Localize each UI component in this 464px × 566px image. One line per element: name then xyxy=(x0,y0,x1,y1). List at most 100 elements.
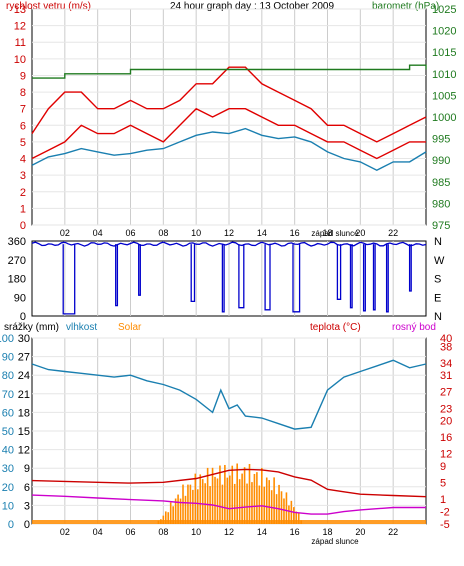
wind-tick-label: 1 xyxy=(20,203,26,215)
hour-tick-label: 02 xyxy=(60,228,70,238)
temperature-tick-label: 1 xyxy=(440,494,446,506)
graph-title: 24 hour graph day : 13 October 2009 xyxy=(170,1,334,12)
precip-tick-label: 30 xyxy=(18,333,30,345)
hour-tick-label: 18 xyxy=(322,527,332,537)
direction-compass-tick: N xyxy=(434,311,442,323)
humidity-tick-label: 50 xyxy=(2,426,14,438)
hour-tick-label: 20 xyxy=(355,527,365,537)
hour-tick-label: 20 xyxy=(355,228,365,238)
solar-bar xyxy=(221,484,224,524)
precip-tick-label: 12 xyxy=(18,445,30,457)
pressure-tick-label: 1015 xyxy=(432,47,456,59)
hour-tick-label: 08 xyxy=(158,527,168,537)
sunset-label: západ slunce xyxy=(311,229,359,238)
solar-bar xyxy=(285,492,288,524)
hour-tick-label: 04 xyxy=(93,228,103,238)
solar-bar xyxy=(288,505,290,524)
solar-bar xyxy=(265,477,268,524)
hour-tick-label: 02 xyxy=(60,527,70,537)
direction-degree-tick: 270 xyxy=(8,255,26,267)
temperature-tick-label: 27 xyxy=(440,387,452,399)
solar-bar xyxy=(182,484,184,524)
solar-label: Solar xyxy=(118,322,142,333)
solar-bar xyxy=(248,463,251,524)
precip-tick-label: 15 xyxy=(18,426,30,438)
solar-bar xyxy=(157,520,160,524)
temperature-tick-label: -5 xyxy=(440,519,450,531)
temperature-tick-label: 23 xyxy=(440,403,452,415)
humidity-label: vlhkost xyxy=(66,322,97,333)
precip-tick-label: 27 xyxy=(18,352,30,364)
humidity-tick-label: 20 xyxy=(2,482,14,494)
solar-bar xyxy=(160,519,162,524)
dew-point-label: rosný bod xyxy=(392,322,436,333)
solar-bar xyxy=(194,473,197,524)
humidity-tick-label: 40 xyxy=(2,445,14,457)
wind-tick-label: 5 xyxy=(20,137,26,149)
wind-tick-label: 3 xyxy=(20,170,26,182)
solar-bar xyxy=(238,479,241,524)
hour-tick-label: 16 xyxy=(290,228,300,238)
solar-bar xyxy=(273,477,275,524)
temperature-tick-label: 40 xyxy=(440,333,452,345)
hour-tick-label: 22 xyxy=(388,527,398,537)
wind-direction-line xyxy=(31,241,427,247)
solar-bar xyxy=(172,506,174,524)
humidity-tick-label: 90 xyxy=(2,352,14,364)
humidity-tick-label: 100 xyxy=(0,333,14,345)
wind-tick-label: 9 xyxy=(20,70,26,82)
temperature-tick-label: 20 xyxy=(440,416,452,428)
pressure-tick-label: 980 xyxy=(432,198,450,210)
solar-bar xyxy=(295,511,298,524)
series-line-2 xyxy=(31,494,426,515)
temperature-tick-label: 38 xyxy=(440,341,452,353)
precip-tick-label: 3 xyxy=(24,500,30,512)
solar-bar xyxy=(246,483,248,524)
direction-degree-tick: 360 xyxy=(8,236,26,248)
wind-direction-drop xyxy=(190,244,196,303)
humidity-tick-label: 70 xyxy=(2,389,14,401)
solar-bar xyxy=(199,474,202,524)
hour-tick-label: 12 xyxy=(224,527,234,537)
pressure-tick-label: 1005 xyxy=(432,90,456,102)
pressure-tick-label: 990 xyxy=(432,155,450,167)
temperature-tick-label: 5 xyxy=(440,478,446,490)
temperature-label: teplota (°C) xyxy=(310,322,361,333)
solar-bar xyxy=(179,498,182,524)
temperature-tick-label: 16 xyxy=(440,432,452,444)
solar-bar xyxy=(280,491,283,524)
hour-tick-label: 10 xyxy=(191,228,201,238)
humidity-temperature-panel: srážky (mm) vlhkost Solar teplota (°C) r… xyxy=(0,322,452,546)
hour-tick-label: 10 xyxy=(191,527,201,537)
wind-pressure-panel: rychlost vetru (m/s) 24 hour graph day :… xyxy=(6,1,456,238)
solar-bar xyxy=(268,480,270,524)
humidity-tick-label: 10 xyxy=(2,500,14,512)
solar-bar xyxy=(187,484,189,524)
pressure-tick-label: 1025 xyxy=(432,4,456,16)
solar-bar xyxy=(184,495,187,524)
wind-tick-label: 7 xyxy=(20,104,26,116)
series-line-1 xyxy=(31,468,427,498)
humidity-tick-label: 60 xyxy=(2,407,14,419)
hour-tick-label: 16 xyxy=(290,527,300,537)
solar-bar xyxy=(167,512,170,524)
pressure-tick-label: 1020 xyxy=(432,26,456,38)
direction-degree-tick: 0 xyxy=(20,311,26,323)
wind-tick-label: 13 xyxy=(14,4,26,16)
wind-direction-drop xyxy=(138,244,141,296)
temperature-tick-label: 9 xyxy=(440,461,446,473)
wind-direction-drop xyxy=(62,244,76,315)
wind-direction-drop xyxy=(408,244,412,292)
solar-bar xyxy=(164,511,167,524)
solar-bar xyxy=(300,520,303,524)
sunset-label-2: západ slunce xyxy=(311,537,359,546)
humidity-tick-label: 80 xyxy=(2,370,14,382)
wind-tick-label: 11 xyxy=(15,37,26,49)
direction-compass-tick: E xyxy=(434,292,441,304)
wind-direction-drop xyxy=(372,244,376,311)
wind-direction-drop xyxy=(349,244,353,309)
pressure-tick-label: 985 xyxy=(432,177,450,189)
solar-bar xyxy=(263,486,266,524)
